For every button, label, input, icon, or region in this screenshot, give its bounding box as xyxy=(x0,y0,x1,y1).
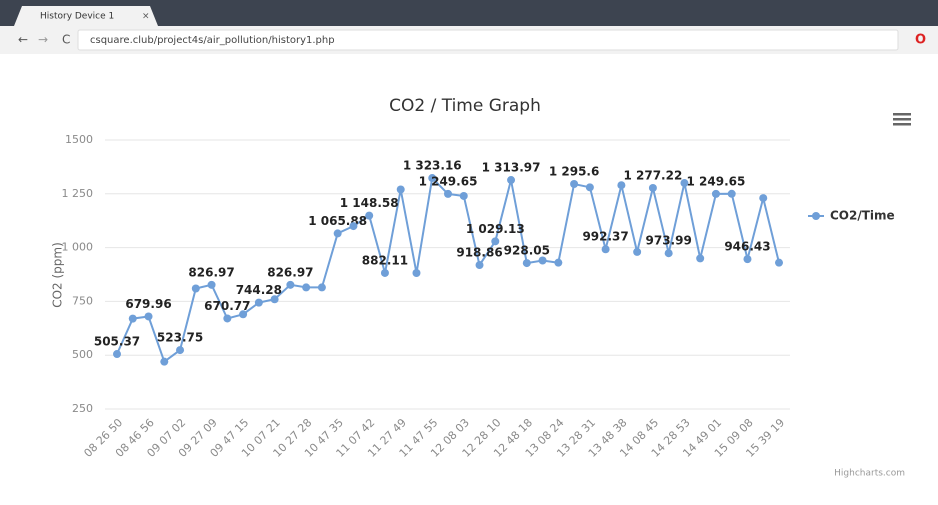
data-point xyxy=(397,185,405,193)
data-point xyxy=(192,284,200,292)
data-point xyxy=(113,350,121,358)
opera-icon[interactable]: O xyxy=(915,33,926,48)
data-point xyxy=(286,281,294,289)
data-point xyxy=(539,257,547,265)
legend-symbol xyxy=(812,212,820,220)
y-tick-label: 250 xyxy=(72,402,93,415)
y-tick-label: 500 xyxy=(72,348,93,361)
data-point xyxy=(271,295,279,303)
data-point xyxy=(349,222,357,230)
data-point xyxy=(523,259,531,267)
data-label: 973.99 xyxy=(646,234,692,248)
data-label: 744.28 xyxy=(236,283,282,297)
back-button[interactable]: ← xyxy=(18,33,28,47)
data-label: 1 313.97 xyxy=(482,161,541,175)
legend-label: CO2/Time xyxy=(830,209,895,223)
data-label: 826.97 xyxy=(267,265,313,279)
data-point xyxy=(223,314,231,322)
data-point xyxy=(759,194,767,202)
data-label: 1 029.13 xyxy=(466,222,525,236)
data-point xyxy=(381,269,389,277)
data-point xyxy=(334,229,342,237)
chart-title: CO2 / Time Graph xyxy=(389,96,541,116)
menu-bar xyxy=(893,118,911,121)
url: csquare.club/project4s/air_pollution/his… xyxy=(90,35,335,46)
data-point xyxy=(476,261,484,269)
data-point xyxy=(507,176,515,184)
data-point xyxy=(302,283,310,291)
data-point xyxy=(586,183,594,191)
forward-button[interactable]: → xyxy=(38,33,48,47)
data-label: 1 295.6 xyxy=(549,164,599,178)
page: History Device 1 × ← → C csquare.club/pr… xyxy=(0,0,938,505)
data-point xyxy=(491,237,499,245)
data-label: 992.37 xyxy=(582,230,628,244)
data-point xyxy=(255,299,263,307)
data-point xyxy=(775,259,783,267)
screenshot: History Device 1 × ← → C csquare.club/pr… xyxy=(0,0,938,505)
data-point xyxy=(239,310,247,318)
data-label: 1 249.65 xyxy=(419,174,478,188)
data-point xyxy=(570,180,578,188)
data-label: 928.05 xyxy=(504,244,550,258)
data-point xyxy=(444,190,452,198)
data-point xyxy=(665,249,673,257)
data-label: 1 323.16 xyxy=(403,159,462,173)
tab-close[interactable]: × xyxy=(142,12,150,22)
data-point xyxy=(712,190,720,198)
data-label: 1 249.65 xyxy=(687,174,746,188)
data-label: 1 065.88 xyxy=(308,214,367,228)
data-point xyxy=(554,259,562,267)
credits: Highcharts.com xyxy=(834,469,905,479)
data-point xyxy=(160,358,168,366)
data-point xyxy=(743,255,751,263)
y-tick-label: 1 000 xyxy=(62,241,94,254)
data-point xyxy=(365,212,373,220)
data-label: 882.11 xyxy=(362,253,408,267)
reload-button[interactable]: C xyxy=(62,33,70,47)
data-point xyxy=(129,315,137,323)
menu-bar xyxy=(893,123,911,126)
data-point xyxy=(318,283,326,291)
data-label: 1 148.58 xyxy=(340,196,399,210)
data-point xyxy=(633,248,641,256)
y-tick-label: 1 250 xyxy=(62,187,94,200)
data-point xyxy=(412,269,420,277)
data-point xyxy=(602,245,610,253)
data-point xyxy=(208,281,216,289)
tab-title: History Device 1 xyxy=(40,12,114,22)
data-label: 826.97 xyxy=(188,265,234,279)
menu-bar xyxy=(893,113,911,116)
data-point xyxy=(460,192,468,200)
data-label: 918.86 xyxy=(456,246,502,260)
data-point xyxy=(649,184,657,192)
menu-button[interactable] xyxy=(893,113,911,126)
data-label: 1 277.22 xyxy=(623,168,682,182)
data-label: 523.75 xyxy=(157,331,203,345)
data-point xyxy=(696,254,704,262)
data-point xyxy=(176,346,184,354)
data-point xyxy=(728,190,736,198)
y-tick-label: 1500 xyxy=(65,133,93,146)
data-label: 946.43 xyxy=(724,240,770,254)
y-tick-label: 750 xyxy=(72,294,93,307)
data-label: 679.96 xyxy=(125,297,171,311)
data-label: 505.37 xyxy=(94,335,140,349)
data-point xyxy=(145,312,153,320)
